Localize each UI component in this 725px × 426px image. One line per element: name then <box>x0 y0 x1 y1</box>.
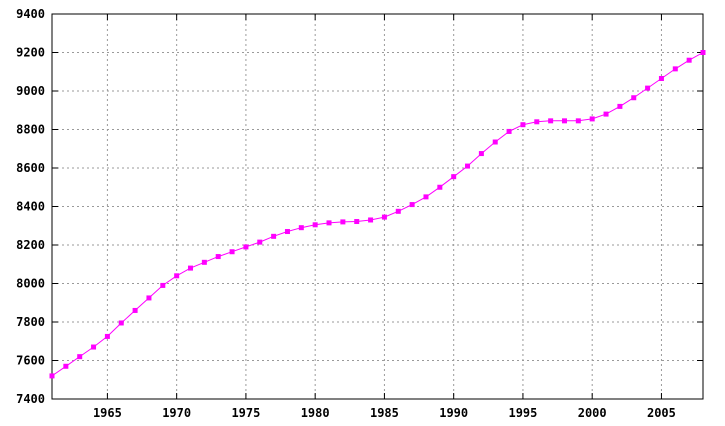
series-line <box>51 52 704 377</box>
grid-lines <box>52 14 703 399</box>
data-point <box>409 202 415 208</box>
data-point <box>298 225 304 231</box>
data-point <box>506 128 512 134</box>
data-point <box>686 57 692 63</box>
y-tick-label: 8000 <box>16 277 45 291</box>
data-point <box>229 249 235 255</box>
data-point <box>160 282 166 288</box>
y-tick-label: 8200 <box>16 238 45 252</box>
data-point <box>340 219 346 225</box>
data-point <box>658 75 664 81</box>
data-point <box>548 118 554 124</box>
data-point <box>381 214 387 220</box>
data-point <box>395 208 401 214</box>
data-point <box>132 307 138 313</box>
x-tick-label: 1970 <box>162 406 191 420</box>
data-point <box>575 118 581 124</box>
x-axis-tick-labels: 1965 1970 1975 1980 1985 1990 1995 2000 2005 <box>93 406 676 420</box>
x-tick-label: 1985 <box>370 406 399 420</box>
y-tick-label: 8800 <box>16 123 45 137</box>
data-point <box>49 373 55 379</box>
x-tick-label: 1965 <box>93 406 122 420</box>
data-point <box>271 233 277 239</box>
data-point <box>561 118 567 124</box>
data-point <box>201 259 207 265</box>
data-point <box>631 95 637 101</box>
y-tick-label: 8400 <box>16 200 45 214</box>
data-point <box>617 103 623 109</box>
data-point <box>645 85 651 91</box>
data-point <box>188 265 194 271</box>
data-point <box>492 139 498 145</box>
y-tick-label: 9400 <box>16 7 45 21</box>
y-tick-label: 7400 <box>16 392 45 406</box>
x-tick-label: 2005 <box>647 406 676 420</box>
y-tick-label: 7600 <box>16 354 45 368</box>
y-tick-label: 9000 <box>16 84 45 98</box>
data-point <box>520 122 526 128</box>
x-tick-label: 1995 <box>508 406 537 420</box>
x-tick-label: 1990 <box>439 406 468 420</box>
data-point <box>423 194 429 200</box>
data-point <box>312 222 318 228</box>
data-point <box>672 66 678 72</box>
data-point <box>215 254 221 260</box>
y-tick-label: 7800 <box>16 315 45 329</box>
data-point <box>437 184 443 190</box>
data-point <box>368 217 374 223</box>
data-point <box>478 151 484 157</box>
data-point <box>284 229 290 235</box>
data-point <box>146 295 152 301</box>
data-point <box>243 244 249 250</box>
x-tick-label: 1980 <box>301 406 330 420</box>
data-point <box>603 111 609 117</box>
data-point <box>104 333 110 339</box>
y-tick-label: 8600 <box>16 161 45 175</box>
data-point <box>77 354 83 360</box>
data-point <box>63 363 69 369</box>
data-point <box>174 273 180 279</box>
data-point <box>257 239 263 245</box>
data-point <box>451 174 457 180</box>
data-point <box>91 344 97 350</box>
axis-ticks <box>52 13 703 400</box>
data-point <box>589 116 595 122</box>
x-tick-label: 2000 <box>578 406 607 420</box>
data-point <box>465 163 471 169</box>
data-point <box>326 220 332 226</box>
data-point <box>118 320 124 326</box>
data-series <box>49 50 706 379</box>
data-point <box>700 50 706 55</box>
data-point <box>534 119 540 125</box>
x-tick-label: 1975 <box>231 406 260 420</box>
data-point <box>354 219 360 225</box>
y-axis-tick-labels: 7400 7600 7800 8000 8200 8400 8600 8800 9000 9200… <box>16 7 45 406</box>
y-tick-label: 9200 <box>16 46 45 60</box>
